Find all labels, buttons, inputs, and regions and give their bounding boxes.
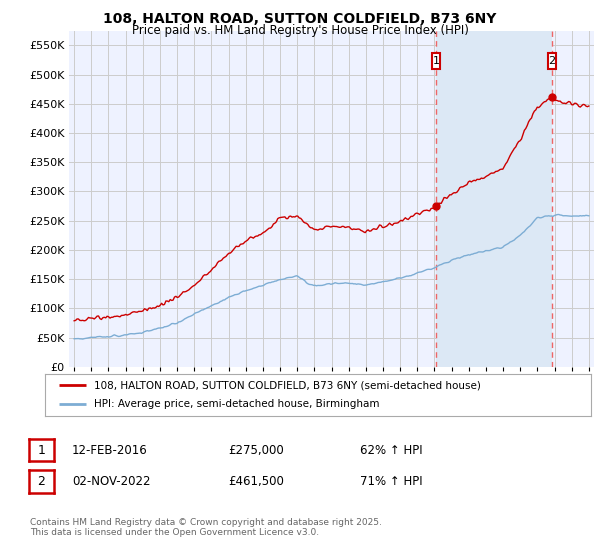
Bar	[548, 53, 556, 69]
Text: Price paid vs. HM Land Registry's House Price Index (HPI): Price paid vs. HM Land Registry's House …	[131, 24, 469, 37]
Text: 02-NOV-2022: 02-NOV-2022	[72, 475, 151, 488]
Text: 108, HALTON ROAD, SUTTON COLDFIELD, B73 6NY: 108, HALTON ROAD, SUTTON COLDFIELD, B73 …	[103, 12, 497, 26]
Text: £275,000: £275,000	[228, 444, 284, 457]
Text: £461,500: £461,500	[228, 475, 284, 488]
Text: 62% ↑ HPI: 62% ↑ HPI	[360, 444, 422, 457]
Text: 2: 2	[37, 475, 46, 488]
Text: HPI: Average price, semi-detached house, Birmingham: HPI: Average price, semi-detached house,…	[94, 399, 380, 409]
Text: 12-FEB-2016: 12-FEB-2016	[72, 444, 148, 457]
Bar	[432, 53, 440, 69]
Text: 1: 1	[433, 56, 440, 66]
Text: 108, HALTON ROAD, SUTTON COLDFIELD, B73 6NY (semi-detached house): 108, HALTON ROAD, SUTTON COLDFIELD, B73 …	[94, 380, 481, 390]
Text: Contains HM Land Registry data © Crown copyright and database right 2025.
This d: Contains HM Land Registry data © Crown c…	[30, 518, 382, 538]
Text: 71% ↑ HPI: 71% ↑ HPI	[360, 475, 422, 488]
Text: 2: 2	[548, 56, 556, 66]
Text: 1: 1	[37, 444, 46, 457]
Bar	[436, 31, 552, 367]
